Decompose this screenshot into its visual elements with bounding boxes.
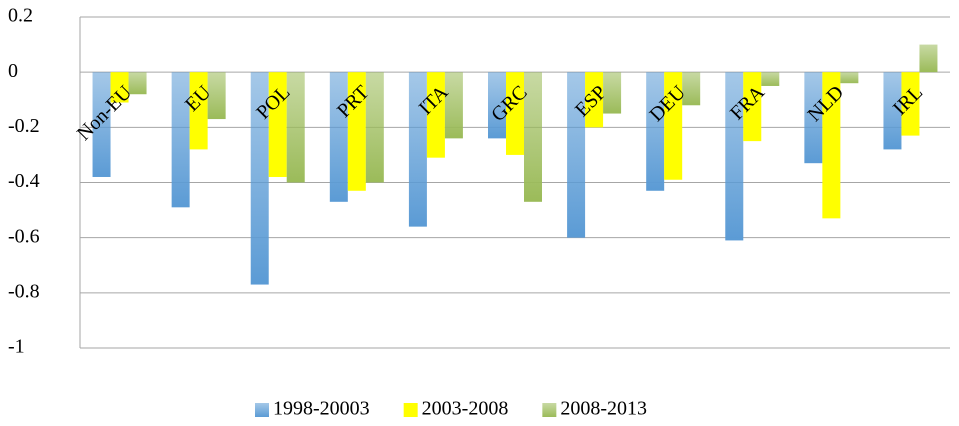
bar [207, 72, 226, 120]
bar [761, 72, 780, 86]
bar [268, 72, 287, 177]
bar [110, 72, 129, 103]
bar [804, 72, 823, 164]
bar [408, 72, 427, 227]
bar [347, 72, 366, 191]
bar [365, 72, 384, 183]
bar [128, 72, 147, 95]
bar [524, 72, 542, 202]
legend-label: 2003-2008 [422, 398, 509, 420]
bar [840, 72, 859, 84]
bar [189, 72, 208, 150]
bar [506, 72, 524, 155]
bar [725, 72, 744, 241]
bar [286, 72, 305, 183]
y-tick-label: -0.4 [8, 170, 40, 192]
bar [603, 72, 622, 114]
bar [919, 44, 938, 73]
bar [426, 72, 445, 158]
bar [901, 72, 920, 136]
bar [646, 72, 665, 191]
bar [250, 72, 269, 285]
legend-label: 2008-2013 [560, 398, 647, 420]
y-tick-label: -0.8 [8, 280, 40, 302]
y-tick-label: -1 [8, 336, 25, 358]
legend-swatch [403, 403, 418, 417]
bar [883, 72, 902, 150]
legend-swatch [255, 403, 269, 417]
bar [444, 72, 463, 139]
y-tick-label: 0 [8, 60, 18, 82]
bar [585, 72, 604, 128]
bar [822, 72, 841, 219]
bar [329, 72, 348, 202]
y-tick-label: -0.2 [8, 115, 40, 137]
bar [171, 72, 190, 208]
y-tick-label: -0.6 [8, 225, 40, 247]
bar [92, 72, 111, 177]
bar [743, 72, 762, 142]
bar [567, 72, 586, 238]
bar [664, 72, 683, 180]
bar [682, 72, 701, 106]
y-tick-label: 0.2 [8, 5, 33, 27]
bar [488, 72, 506, 139]
legend-swatch [542, 403, 557, 417]
legend-label: 1998-20003 [273, 398, 370, 420]
